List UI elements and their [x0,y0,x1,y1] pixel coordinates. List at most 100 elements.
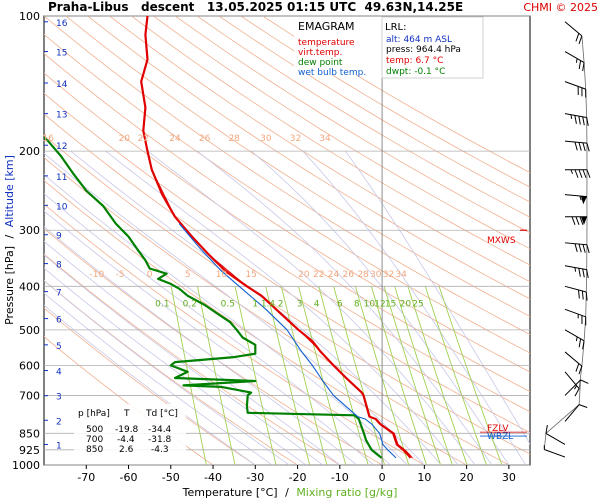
theta-label: 20 [298,270,310,280]
wind-barb-staff [564,140,587,144]
table-header-td: Td [°C] [145,409,178,419]
mixing-ratio-label: 15 [385,299,396,309]
wind-barb [564,329,585,350]
table-cell: 850 [86,445,103,455]
mixing-ratio-label: 1.4 [261,299,276,309]
wind-barb-flag [581,87,583,97]
wind-barb-flag [578,115,581,125]
dry-adiabat [44,34,530,354]
theta-label: 15 [245,270,256,280]
wind-barb-flag [578,289,580,299]
altitude-tick-label: 7 [56,289,62,299]
table-cell: 2.6 [119,445,134,455]
wind-barb-flag [586,117,589,126]
mixing-ratio-label: 0.2 [183,299,197,309]
x-tick-label: -60 [120,471,138,484]
wind-barb-flag [578,169,583,178]
mixing-ratio-label: 0.1 [155,299,169,309]
theta-label: -10 [89,270,104,280]
dry-adiabat [218,16,530,203]
altitude-tick-label: 15 [56,49,67,59]
table-header-p: p [hPa] [78,409,110,419]
pressure-tick-label: 1000 [12,459,40,472]
wind-barb-flag [578,142,582,151]
x-tick-label: -50 [162,471,180,484]
legend-item-virt-temp: virt.temp. [298,48,342,58]
wind-barb [564,265,589,279]
lrl-dwpt: dwpt: -0.1 °C [386,67,445,77]
y-axis-label: Pressure [hPa] [3,246,16,325]
wind-barb-staff [545,433,566,445]
x-tick-label: 30 [502,471,516,484]
mxws-label: MXWS [487,236,516,246]
wind-barb-flag [581,290,584,300]
wind-barb-flag [580,379,589,384]
dry-adiabat [174,16,530,234]
dry-adiabat [87,16,530,300]
series-line-virt_temp [151,169,413,459]
dry-adiabat [44,53,530,373]
altitude-tick-label: 12 [56,142,67,152]
wind-barb-flag [575,33,580,42]
wind-barb-flag [582,169,587,178]
legend-item-wet-bulb: wet bulb temp. [298,68,366,78]
plot-area [43,15,531,466]
wind-barb-half [574,267,577,272]
table-cell: -4.4 [117,435,135,445]
mixing-ratio-label: 20 [400,299,412,309]
wind-barb-flag [581,315,583,324]
wind-barb-flag [578,404,588,408]
altitude-tick-label: 9 [56,232,62,242]
mixing-ratio-label: 0.5 [221,299,235,309]
wind-barb-flag [582,116,585,126]
wind-barb-connector [543,35,588,450]
theta-label: 16 [42,134,54,144]
pressure-tick-label: 300 [19,224,40,237]
wind-barb [564,51,585,72]
theta-label: 24 [328,270,340,280]
wind-barb-flag [586,244,590,254]
theta-label: 20 [119,134,131,144]
wind-barb-half [575,336,578,342]
y-axis-separator: / [3,234,16,238]
theta-label: 28 [357,270,369,280]
wind-barb-pennant [580,196,587,205]
fzlv-label: FZLV [487,424,509,434]
theta-label: 32 [383,270,394,280]
theta-label: 28 [228,134,240,144]
wind-barb-flag [571,216,576,225]
wind-barb-flag [586,169,591,178]
mixing-ratio-label: 12 [374,299,385,309]
x-axis-separator: / [285,486,289,499]
x-tick-label: 10 [417,471,431,484]
wind-barb-pennant [581,216,587,225]
pressure-tick-label: 850 [19,427,40,440]
theta-label: 22 [313,270,324,280]
copyright-text: CHMI © 2025 [523,1,598,14]
dry-adiabat [44,16,530,335]
y-axis-label-altitude: Altitude [km] [3,155,16,227]
wind-barb-staff [564,404,580,422]
altitude-tick-label: 5 [56,342,62,352]
altitude-tick-label: 6 [56,316,62,326]
wind-barb-staff [564,21,583,37]
table-header-t: T [123,409,130,419]
wind-barb [564,404,588,422]
wind-barb-flag [574,243,578,253]
series-line-dew_point [44,136,383,459]
wind-barb [564,21,583,45]
wind-barb-staff [564,308,586,318]
theta-label: -5 [116,270,125,280]
altitude-tick-label: 4 [56,368,62,378]
wind-barb [564,113,589,126]
theta-label: 5 [185,270,191,280]
x-axis-title: Temperature [°C] / Mixing ratio [g/kg] [182,486,398,499]
x-axis-label: Temperature [°C] [182,486,278,499]
wind-barb-flag [578,338,582,348]
lrl-title: LRL: [385,22,406,33]
wbzl-label: WBZL [487,432,513,442]
theta-label: 26 [343,270,355,280]
